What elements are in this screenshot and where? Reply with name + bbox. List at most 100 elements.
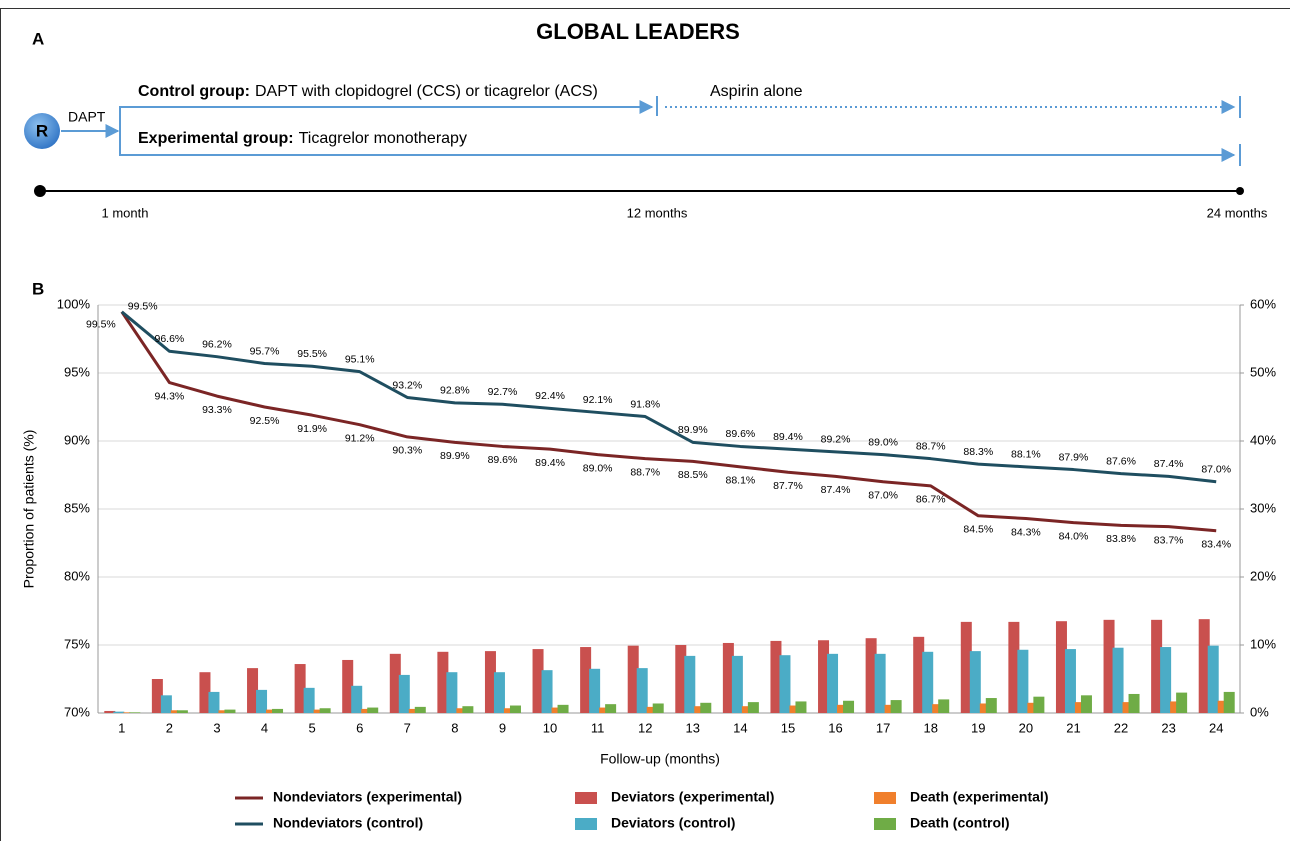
value-label: 96.2% [202,338,232,350]
x-tick-label: 3 [213,720,220,735]
bar [303,687,315,713]
bar [294,664,306,713]
y2-tick-label: 50% [1250,364,1276,379]
bar [532,649,544,713]
bar [1198,619,1210,713]
value-label: 87.0% [868,490,898,502]
bar [176,710,188,713]
value-label: 94.3% [154,390,184,402]
x-tick-label: 19 [971,720,985,735]
bar [890,700,902,713]
value-label: 92.1% [583,394,613,406]
legend-swatch [874,818,896,830]
bar [266,709,274,713]
bar [884,704,892,713]
value-label: 89.4% [773,431,803,443]
bar [104,710,116,713]
legend-label: Deviators (experimental) [611,789,774,805]
x-tick-label: 21 [1066,720,1080,735]
y2-tick-label: 30% [1250,500,1276,515]
bar [747,702,759,713]
value-label: 92.7% [488,386,518,398]
bar [599,707,607,713]
bar [389,653,401,713]
frame [0,8,1290,841]
bar [218,710,226,713]
bar [694,706,702,713]
value-label: 88.1% [725,475,755,487]
legend-label: Death (experimental) [910,789,1048,805]
y-tick-label: 90% [64,432,90,447]
x-tick-label: 12 [638,720,652,735]
bar [1151,619,1163,713]
bar [1074,702,1082,713]
timeline-label: 24 months [1207,205,1268,220]
bar [1064,649,1076,713]
value-label: 83.8% [1106,533,1136,545]
bar [456,708,464,713]
value-label: 89.2% [821,434,851,446]
bar [113,711,125,713]
x-tick-label: 16 [828,720,842,735]
value-label: 95.5% [297,348,327,360]
x-tick-label: 13 [686,720,700,735]
value-label: 92.5% [250,415,280,427]
bar [446,672,458,713]
x-tick-label: 20 [1019,720,1033,735]
group-name: Control group: [138,83,250,100]
x-tick-label: 18 [923,720,937,735]
bar [437,651,449,713]
bar [843,700,855,713]
regimen: DAPT with clopidogrel (CCS) or ticagrelo… [255,83,598,100]
panel-label: A [32,29,44,48]
bar [1128,693,1140,713]
bar [580,647,592,713]
value-label: 88.7% [630,466,660,478]
x-tick-label: 17 [876,720,890,735]
bar [256,689,268,713]
bar [1055,621,1067,713]
timeline-end [1236,187,1244,195]
bar [484,651,496,713]
bar [247,668,259,713]
value-label: 96.6% [154,333,184,345]
bar [123,712,131,713]
value-label: 89.6% [488,454,518,466]
legend-label: Nondeviators (experimental) [273,789,462,805]
value-label: 88.5% [678,469,708,481]
y-axis-title: Proportion of patients (%) [21,430,37,589]
value-label: 92.4% [535,390,565,402]
bar [741,706,749,713]
bar [789,705,797,713]
bar [985,698,997,713]
value-label: 99.5% [128,301,158,313]
figure-title: GLOBAL LEADERS [536,19,740,44]
bar [408,708,416,713]
value-label: 88.3% [963,446,993,458]
x-tick-label: 24 [1209,720,1223,735]
value-label: 91.2% [345,432,375,444]
value-label: 91.8% [630,398,660,410]
bar [731,655,743,713]
bar [361,708,369,713]
value-label: 89.0% [868,436,898,448]
panel-label: B [32,279,44,298]
bar [224,709,236,713]
bar [151,679,163,713]
x-tick-label: 6 [356,720,363,735]
value-label: 87.4% [821,484,851,496]
bar [160,695,172,713]
bar [1112,647,1124,713]
value-label: 83.7% [1154,534,1184,546]
dapt-label: DAPT [68,109,106,125]
bar [922,651,934,713]
x-tick-label: 2 [166,720,173,735]
control-group: Control group: DAPT with clopidogrel (CCS… [138,83,598,100]
timeline-start [34,185,46,197]
bar [313,709,321,713]
plot: 70% 75% 80% 85% 90% 95% 100% 0% 10% 20% 30% 40% 50% 6… [57,296,1277,735]
x-tick-label: 23 [1161,720,1175,735]
bar [675,645,687,713]
bar [509,705,521,713]
